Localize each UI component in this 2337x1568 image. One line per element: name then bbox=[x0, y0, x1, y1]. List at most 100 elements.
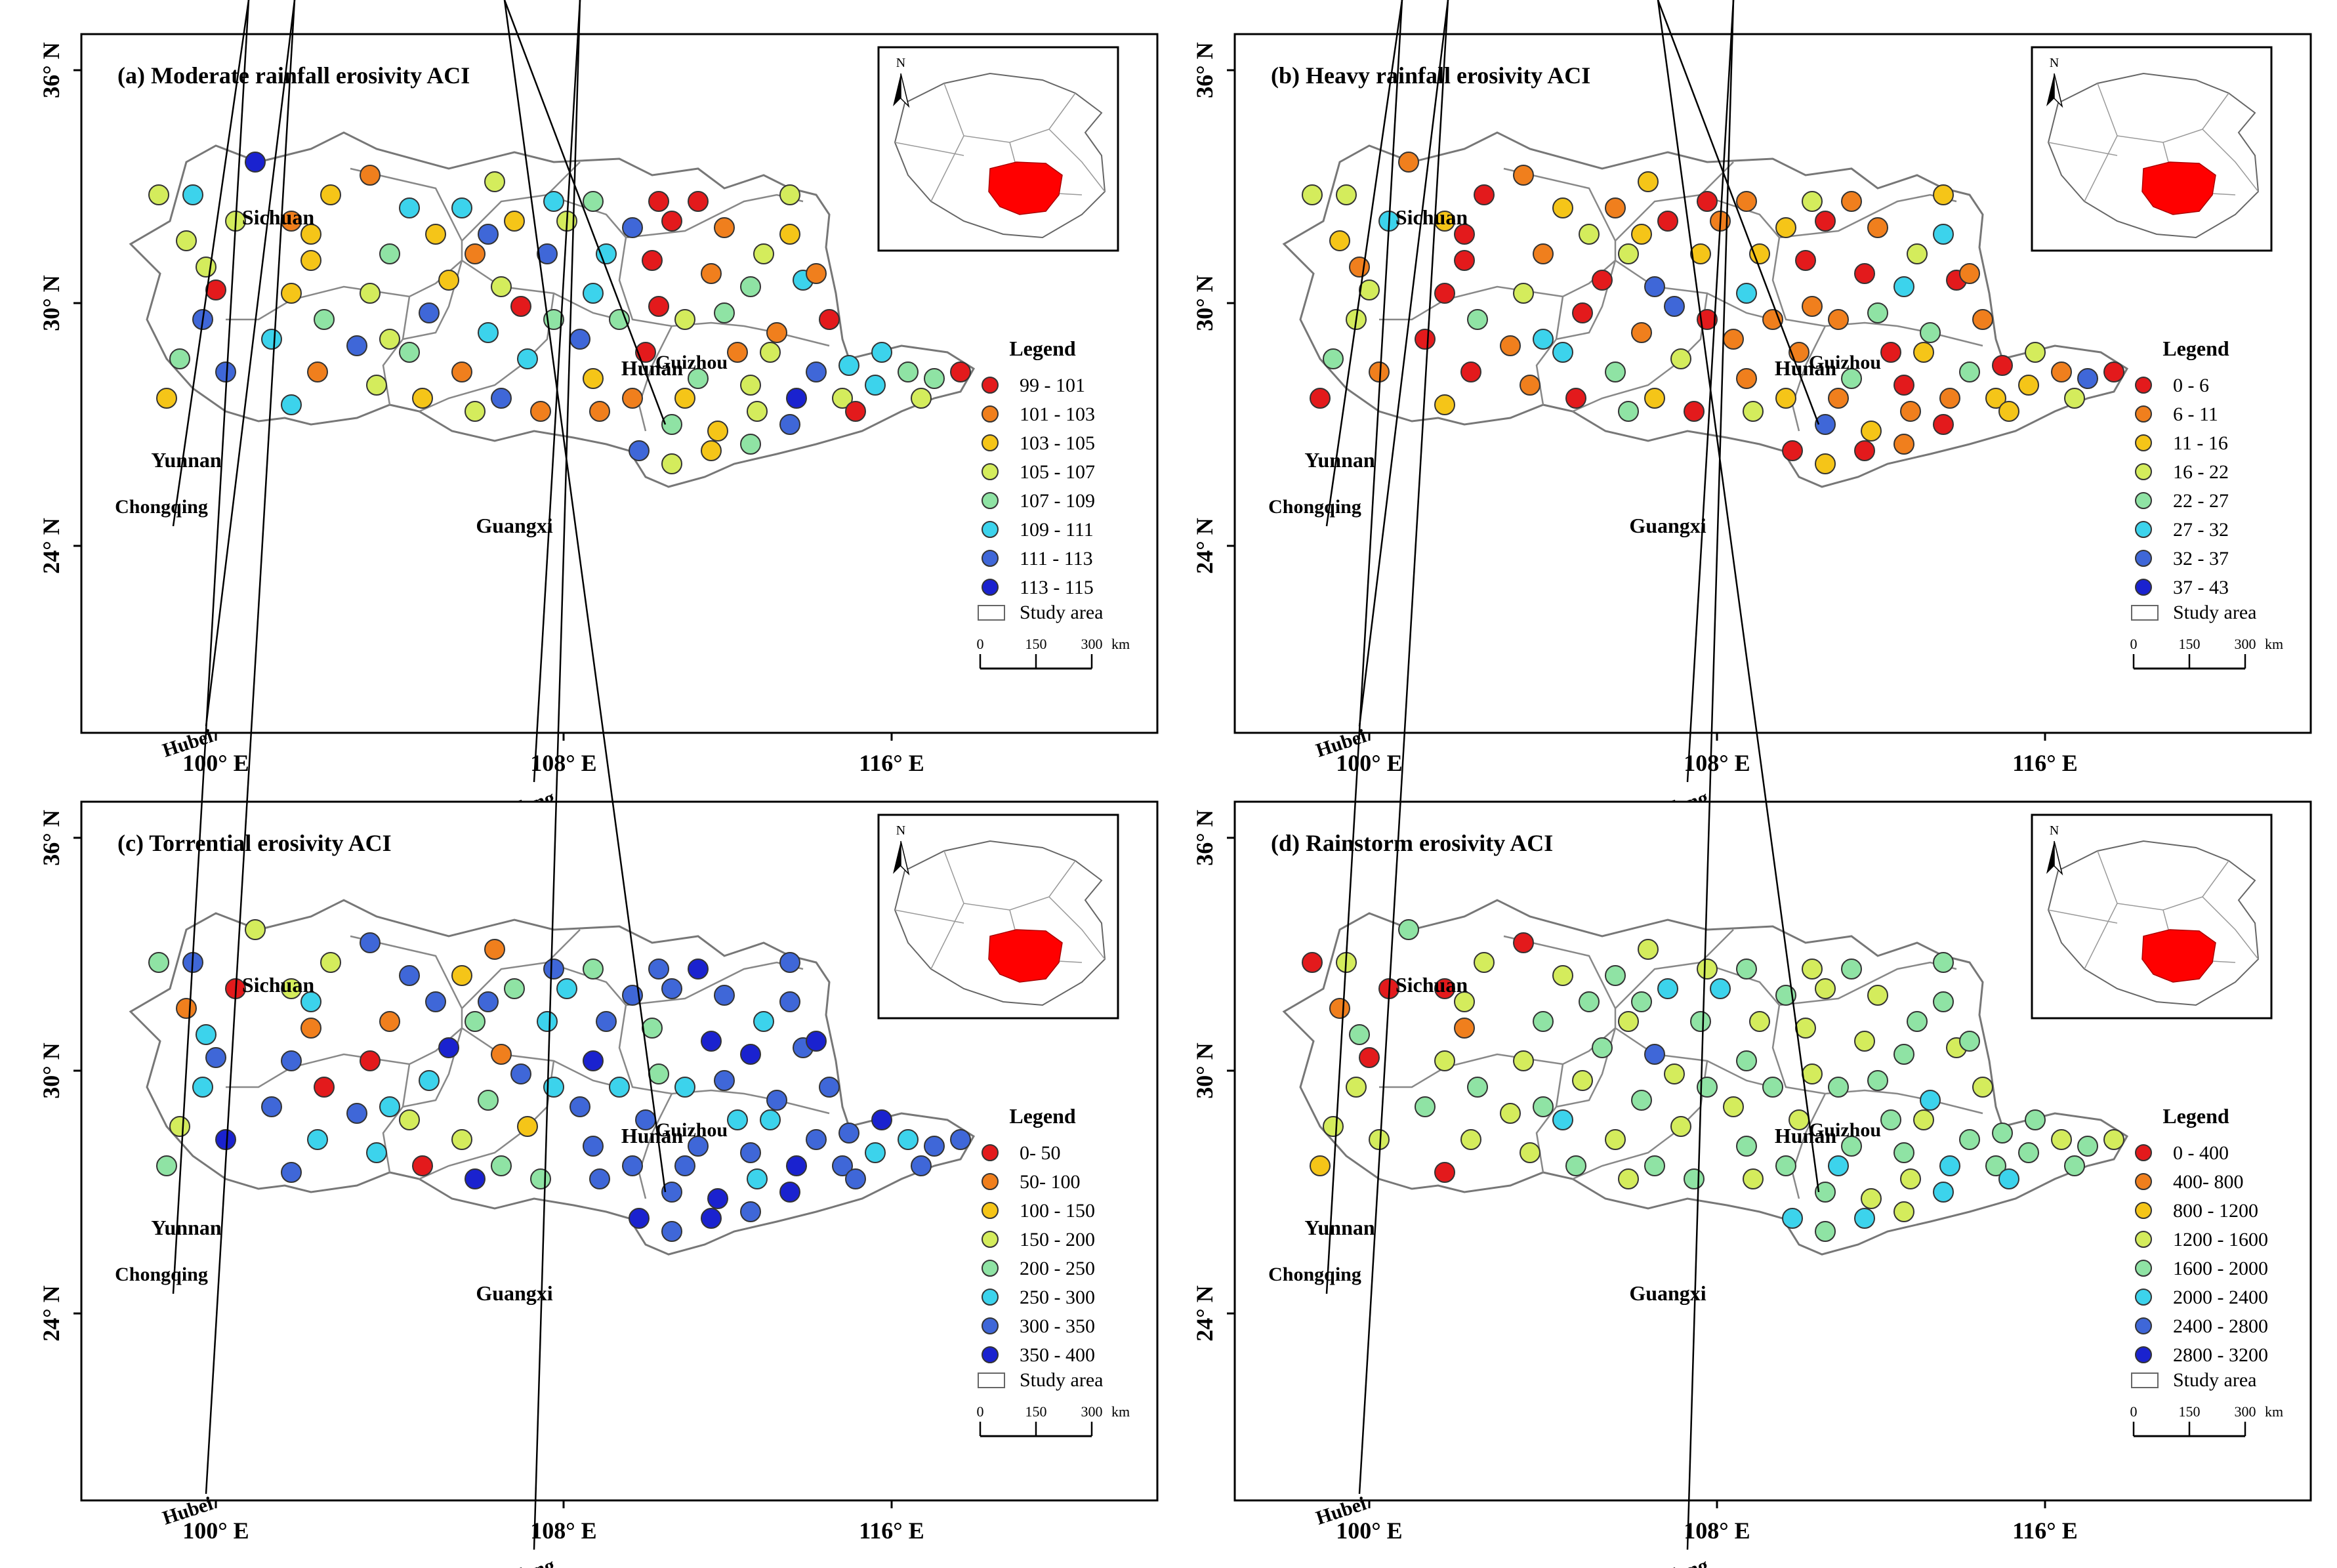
station-marker bbox=[1815, 978, 1836, 999]
station-marker bbox=[148, 952, 169, 973]
station-marker bbox=[727, 1109, 748, 1130]
station-marker bbox=[1933, 1182, 1954, 1203]
station-marker bbox=[806, 361, 827, 382]
station-marker bbox=[661, 1221, 682, 1242]
station-marker bbox=[1749, 243, 1770, 264]
station-marker bbox=[1434, 978, 1455, 999]
province-label: Chongqing bbox=[115, 496, 208, 518]
legend-class-label: 113 - 115 bbox=[1020, 577, 1094, 598]
legend-study-area-label: Study area bbox=[2173, 1369, 2256, 1391]
station-marker bbox=[1513, 1050, 1534, 1071]
legend-swatch bbox=[982, 1346, 999, 1363]
station-marker bbox=[661, 978, 682, 999]
station-marker bbox=[1697, 191, 1718, 212]
station-marker bbox=[1893, 1044, 1914, 1065]
station-marker bbox=[1802, 1063, 1823, 1084]
station-marker bbox=[412, 1155, 433, 1176]
station-marker bbox=[1500, 335, 1521, 356]
station-marker bbox=[661, 453, 682, 474]
station-marker bbox=[1513, 932, 1534, 953]
station-marker bbox=[766, 322, 787, 343]
station-marker bbox=[491, 1155, 512, 1176]
panel-2: 36° N 30° N 24° N 100° E 108° E 116° E (c) Tor… bbox=[38, 0, 1159, 1568]
station-marker bbox=[596, 243, 617, 264]
station-marker bbox=[504, 978, 525, 999]
station-marker bbox=[674, 309, 695, 330]
station-marker bbox=[806, 1031, 827, 1052]
station-marker bbox=[2051, 1129, 2072, 1150]
station-marker bbox=[1913, 342, 1934, 363]
station-marker bbox=[806, 263, 827, 284]
station-marker bbox=[1907, 1011, 1928, 1032]
station-marker bbox=[1828, 1077, 1849, 1098]
station-marker bbox=[205, 279, 226, 300]
legend-swatch bbox=[2135, 1317, 2152, 1334]
station-marker bbox=[1893, 276, 1914, 297]
station-marker bbox=[543, 191, 564, 212]
station-marker bbox=[360, 283, 381, 304]
station-marker bbox=[1323, 348, 1344, 369]
station-marker bbox=[1310, 388, 1331, 409]
north-arrow-icon bbox=[2046, 73, 2054, 106]
station-marker bbox=[465, 243, 486, 264]
station-marker bbox=[589, 401, 610, 422]
station-marker bbox=[1415, 329, 1436, 350]
station-marker bbox=[838, 355, 859, 376]
station-marker bbox=[1618, 401, 1639, 422]
station-marker bbox=[399, 197, 420, 218]
station-marker bbox=[583, 959, 604, 980]
station-marker bbox=[786, 388, 807, 409]
station-marker bbox=[1670, 1116, 1691, 1137]
station-marker bbox=[1736, 1136, 1757, 1157]
station-marker bbox=[786, 1155, 807, 1176]
station-marker bbox=[379, 243, 400, 264]
station-marker bbox=[537, 1011, 558, 1032]
station-marker bbox=[865, 1142, 886, 1163]
station-marker bbox=[1867, 217, 1888, 238]
legend-swatch bbox=[982, 1289, 999, 1306]
station-marker bbox=[314, 1077, 335, 1098]
station-marker bbox=[1359, 1047, 1380, 1068]
station-marker bbox=[1454, 1018, 1475, 1039]
station-marker bbox=[1867, 985, 1888, 1006]
station-marker bbox=[478, 224, 499, 245]
station-marker bbox=[714, 217, 735, 238]
station-marker bbox=[215, 1129, 236, 1150]
legend-swatch bbox=[2135, 377, 2152, 394]
station-marker bbox=[1815, 211, 1836, 232]
station-marker bbox=[701, 1031, 722, 1052]
legend-class-label: 6 - 11 bbox=[2173, 403, 2218, 425]
station-marker bbox=[688, 959, 709, 980]
scale-tick-label: 0 bbox=[2130, 636, 2138, 652]
station-marker bbox=[307, 1129, 328, 1150]
station-marker bbox=[1841, 368, 1862, 389]
province-label: Guangxi bbox=[476, 1281, 552, 1305]
lon-label: 116° E bbox=[2012, 750, 2077, 776]
station-marker bbox=[1802, 191, 1823, 212]
station-marker bbox=[1782, 440, 1803, 461]
scale-tick-label: 0 bbox=[2130, 1403, 2138, 1420]
station-marker bbox=[215, 361, 236, 382]
legend-class-label: 250 - 300 bbox=[1020, 1287, 1095, 1308]
station-marker bbox=[1775, 217, 1796, 238]
province-label: Yunnan bbox=[1304, 448, 1375, 472]
station-marker bbox=[1664, 296, 1685, 317]
station-marker bbox=[753, 243, 774, 264]
station-marker bbox=[1815, 414, 1836, 435]
station-marker bbox=[747, 1168, 768, 1189]
station-marker bbox=[1690, 1011, 1711, 1032]
station-marker bbox=[543, 959, 564, 980]
station-marker bbox=[1336, 184, 1357, 205]
station-marker bbox=[1349, 257, 1370, 278]
lon-label: 100° E bbox=[1336, 1517, 1402, 1544]
station-marker bbox=[281, 978, 302, 999]
north-letter: N bbox=[896, 56, 905, 70]
legend-swatch bbox=[982, 1173, 999, 1190]
province-label: Chongqing bbox=[1268, 1264, 1361, 1285]
station-marker bbox=[1369, 1129, 1390, 1150]
station-marker bbox=[714, 1070, 735, 1091]
station-marker bbox=[845, 1168, 866, 1189]
station-marker bbox=[1972, 309, 1993, 330]
station-marker bbox=[583, 1050, 604, 1071]
lat-label: 36° N bbox=[1191, 42, 1218, 98]
